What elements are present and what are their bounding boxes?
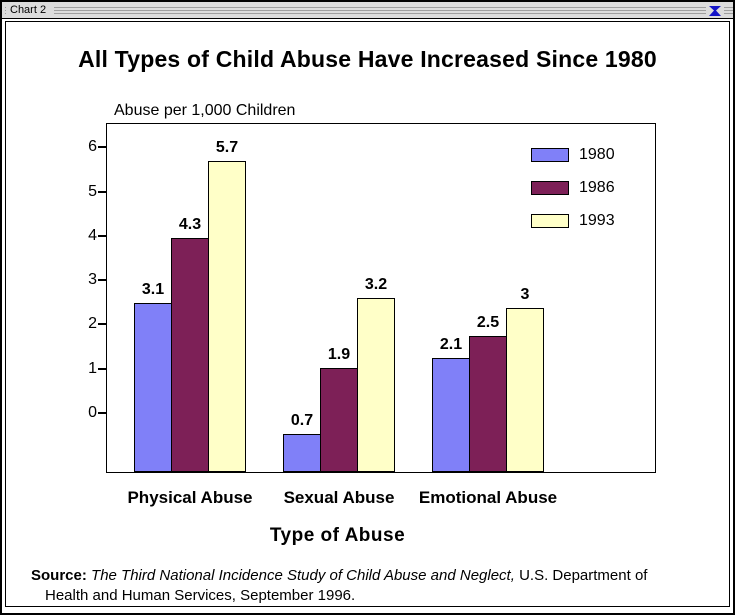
legend-swatch-icon xyxy=(531,148,569,162)
plot-area: 0 1 2 3 4 5 6 3.1 4.3 5.7 Physical Abuse 0.7 1.9 3.2 S… xyxy=(88,123,656,507)
bar-1980-physical-abuse[interactable] xyxy=(134,303,172,472)
source-citation-rest: U.S. Department of xyxy=(519,567,648,584)
y-tick-mark xyxy=(98,146,106,149)
y-tick-mark xyxy=(98,279,106,282)
category-label-sexual-abuse: Sexual Abuse xyxy=(283,488,395,507)
bar-1986-emotional-abuse[interactable] xyxy=(469,336,507,472)
y-tick-mark xyxy=(98,190,106,193)
bar-1993-physical-abuse[interactable] xyxy=(208,161,246,472)
y-tick-mark xyxy=(98,412,106,414)
window-title: Chart 2 xyxy=(6,3,55,18)
value-axis-label: Abuse per 1,000 Children xyxy=(114,102,296,119)
bar-value-label: 0.7 xyxy=(290,412,314,429)
bar-value-label: 3.2 xyxy=(364,276,388,293)
legend-swatch-icon xyxy=(531,214,569,228)
category-label-physical-abuse: Physical Abuse xyxy=(127,488,253,507)
y-tick-label: 3 xyxy=(88,271,97,289)
legend-item-1993[interactable]: 1993 xyxy=(531,212,615,229)
zoom-box-icon[interactable] xyxy=(706,3,724,18)
legend-item-1980[interactable]: 1980 xyxy=(531,146,615,163)
x-axis-title: Type of Abuse xyxy=(269,525,406,546)
source-note: Source: The Third National Incidence Stu… xyxy=(31,566,711,606)
bar-1986-sexual-abuse[interactable] xyxy=(320,368,358,472)
chart-title: All Types of Child Abuse Have Increased … xyxy=(78,46,657,72)
source-line2: Health and Human Services, September 199… xyxy=(45,587,356,604)
bar-value-label: 4.3 xyxy=(178,216,202,233)
y-tick-label: 2 xyxy=(88,315,97,333)
bar-1986-physical-abuse[interactable] xyxy=(171,238,209,472)
bar-value-label: 3.1 xyxy=(141,281,165,298)
bar-value-label: 2.1 xyxy=(439,336,463,353)
category-label-emotional-abuse: Emotional Abuse xyxy=(418,488,558,507)
legend-label: 1986 xyxy=(579,179,615,196)
bar-1993-sexual-abuse[interactable] xyxy=(357,298,395,472)
bar-1980-emotional-abuse[interactable] xyxy=(432,358,470,472)
source-citation: The Third National Incidence Study of Ch… xyxy=(91,567,515,584)
bar-value-label: 3 xyxy=(520,286,530,303)
y-tick-label: 5 xyxy=(88,182,97,200)
legend-label: 1980 xyxy=(579,146,615,163)
legend-item-1986[interactable]: 1986 xyxy=(531,179,615,196)
y-tick-mark xyxy=(98,323,106,326)
y-tick-label: 6 xyxy=(88,138,97,156)
bar-value-label: 5.7 xyxy=(215,139,239,156)
y-tick-label: 1 xyxy=(88,359,97,377)
y-tick-label: 0 xyxy=(88,404,97,421)
bar-value-label: 2.5 xyxy=(476,314,500,331)
y-tick-mark xyxy=(98,367,106,370)
y-tick-label: 4 xyxy=(88,226,97,244)
title-bar[interactable]: Chart 2 xyxy=(2,2,733,19)
bar-1993-emotional-abuse[interactable] xyxy=(506,308,544,472)
legend-swatch-icon xyxy=(531,181,569,195)
legend: 1980 1986 1993 xyxy=(531,146,615,247)
chart-canvas: All Types of Child Abuse Have Increased … xyxy=(5,21,730,607)
y-tick-mark xyxy=(98,234,106,237)
bar-value-label: 1.9 xyxy=(327,346,351,363)
bar-1980-sexual-abuse[interactable] xyxy=(283,434,321,472)
source-label: Source: xyxy=(31,567,87,584)
legend-label: 1993 xyxy=(579,212,615,229)
